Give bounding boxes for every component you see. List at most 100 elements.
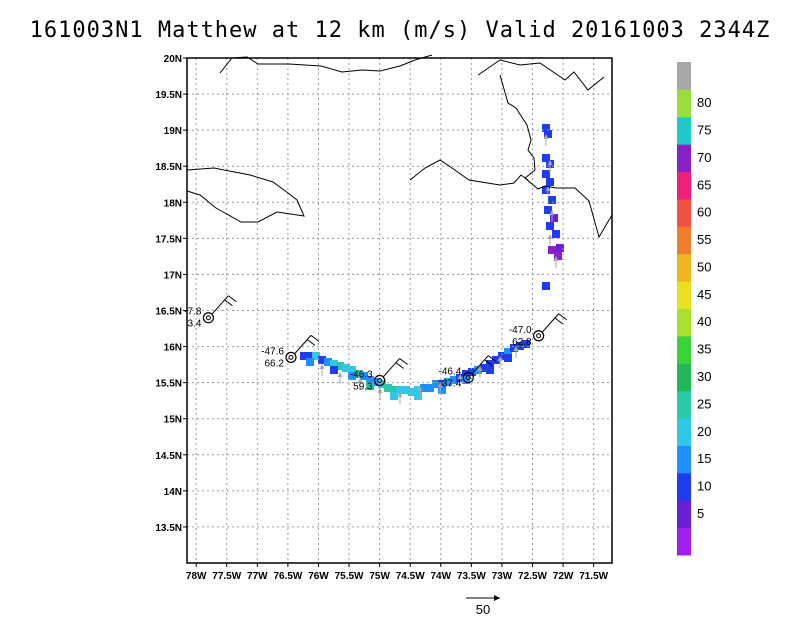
colorbar-swatch	[677, 89, 691, 118]
wind-cell	[354, 370, 362, 378]
center-fix: -46.437.4	[438, 355, 497, 390]
wind-cell	[306, 358, 314, 366]
wind-barb-staff	[212, 295, 229, 315]
lat-tick-label: 15.5N	[155, 379, 182, 390]
colorbar-label: 70	[697, 150, 711, 165]
fix-ring	[462, 371, 474, 384]
fix-ring	[285, 351, 297, 363]
colorbar-label: 30	[697, 369, 711, 384]
latitude-labels: 20N 19.5N 19N 18.5N 18N 17.5N 17N 16.5N 16N 15.5N…	[155, 54, 187, 534]
wind-cell	[312, 352, 320, 360]
colorbar-label: 50	[697, 259, 711, 274]
wind-cell	[396, 386, 404, 394]
colorbar-swatch	[677, 418, 691, 446]
lat-tick-label: 16N	[164, 343, 182, 354]
lon-tick-label: 76.5W	[273, 571, 302, 582]
colorbar-label: 60	[697, 205, 711, 220]
lon-tick-label: 75W	[369, 571, 390, 582]
wind-cell	[432, 380, 440, 388]
colorbar-label: 80	[697, 95, 711, 110]
lon-tick-label: 77W	[247, 571, 268, 582]
wind-cell	[348, 372, 356, 380]
vector-arrowhead	[545, 186, 551, 191]
wind-cell	[336, 362, 344, 370]
wind-cell	[318, 356, 326, 364]
wind-cell	[550, 214, 558, 222]
wind-cell	[492, 356, 500, 364]
coastline-hispaniola-west	[499, 74, 613, 239]
colorbar-swatch	[677, 116, 691, 145]
fix-wind-label: 62.8	[512, 337, 532, 348]
lon-tick-label: 72.5W	[518, 571, 547, 582]
longitude-labels: 78W 77.5W 77W 76.5W 76W 75.5W 75W 74.5W 74W 73.5W…	[186, 563, 609, 582]
wind-barb-staff	[471, 355, 489, 374]
fix-inner-ring	[536, 333, 542, 339]
fix-wind-label: 59.3	[353, 381, 373, 392]
coastline	[186, 54, 613, 239]
wind-cell	[462, 370, 470, 378]
colorbar-swatch	[677, 445, 691, 474]
colorbar-swatch	[677, 281, 691, 309]
fix-inner-ring	[205, 315, 211, 321]
colorbar-label: 20	[697, 424, 711, 439]
coastline-cuba	[186, 167, 305, 223]
lon-tick-label: 74W	[430, 571, 451, 582]
wind-cell	[306, 352, 314, 360]
wind-barb-feather	[554, 317, 563, 325]
wind-cell	[516, 342, 524, 350]
wind-cell	[504, 354, 512, 362]
fix-inner-ring	[377, 377, 383, 383]
wind-speed-cells	[300, 124, 564, 400]
colorbar-label: 55	[697, 232, 711, 247]
reference-vector: 50	[466, 595, 500, 617]
wind-cell	[324, 358, 332, 366]
fix-wind-label: 66.2	[264, 358, 284, 369]
wind-barb-feather	[395, 362, 404, 369]
wind-barb-feather	[228, 295, 237, 303]
colorbar-label: 10	[697, 479, 711, 494]
colorbar-swatch	[677, 500, 691, 529]
wind-cell	[556, 244, 564, 252]
lon-tick-label: 75.5W	[335, 571, 364, 582]
wind-cell	[498, 352, 506, 360]
fix-wind-label: 3.4	[187, 319, 201, 330]
wind-cell	[504, 348, 512, 356]
wind-cell	[402, 386, 410, 394]
center-fixes: -7.83.4-47.666.2-46.359.3-46.437.4-47.06…	[184, 295, 567, 392]
fix-ring	[374, 374, 386, 387]
wind-cell	[552, 230, 560, 238]
vector-arrowhead	[513, 346, 519, 351]
wind-barb-feather	[399, 358, 408, 365]
wind-cell	[486, 366, 494, 374]
reference-vector-label: 50	[476, 602, 490, 617]
wind-cell	[554, 252, 562, 260]
vector-arrowhead	[357, 378, 363, 383]
wind-cell	[426, 384, 434, 392]
fix-inner-ring	[465, 375, 471, 381]
colorbar-label: 40	[697, 314, 711, 329]
wind-cell	[480, 364, 488, 372]
lat-tick-label: 18N	[164, 198, 182, 209]
wind-barb-feather	[310, 334, 320, 342]
coastline-jamaica-south	[409, 159, 529, 186]
colorbar-swatch	[677, 527, 691, 556]
vector-arrowhead	[377, 388, 383, 393]
colorbar: 5 10 15 20 25 30 35 40 45 50 55 60 65 70 75 80	[677, 62, 711, 556]
fix-temperature-label: -7.8	[184, 307, 202, 318]
colorbar-swatch	[677, 363, 691, 392]
colorbar-swatch	[677, 62, 691, 90]
wind-cell	[450, 376, 458, 384]
wind-cell	[542, 282, 550, 290]
wind-cell	[544, 130, 552, 138]
colorbar-label: 65	[697, 177, 711, 192]
wind-barb-staff	[294, 335, 312, 354]
lon-tick-label: 71.5W	[579, 571, 608, 582]
colorbar-label: 45	[697, 287, 711, 302]
lat-tick-label: 17N	[164, 270, 182, 281]
vector-arrowhead	[477, 366, 483, 371]
wind-barb-staff	[542, 313, 559, 333]
wind-cell	[438, 386, 446, 394]
lat-tick-label: 15N	[164, 415, 182, 426]
lon-tick-label: 72W	[553, 571, 574, 582]
